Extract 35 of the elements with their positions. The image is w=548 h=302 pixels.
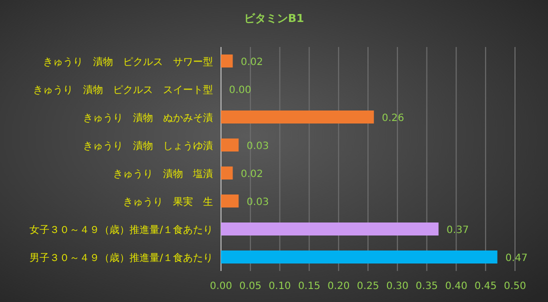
data-label: 0.26 (382, 113, 404, 124)
x-tick-label: 0.15 (298, 281, 320, 292)
y-tick-label: 女子３０～４９（歳）推進量/１食あたり (30, 224, 213, 236)
x-tick-label: 0.35 (416, 281, 438, 292)
x-tick-label: 0.45 (474, 281, 497, 292)
x-tick-label: 0.10 (268, 281, 291, 292)
y-tick-label: きゅうり 漬物 ピクルス サワー型 (43, 56, 213, 68)
x-tick-label: 0.05 (239, 281, 262, 292)
data-label: 0.37 (446, 225, 469, 236)
data-label: 0.47 (505, 253, 528, 264)
data-label: 0.02 (240, 57, 264, 68)
y-tick-label: きゅうり 漬物 しょうゆ漬 (83, 140, 213, 152)
data-label: 0.02 (240, 169, 264, 180)
y-tick-label: きゅうり 果実 生 (123, 196, 213, 208)
x-tick-label: 0.25 (356, 281, 380, 292)
data-label: 0.03 (246, 141, 269, 152)
x-tick-label: 0.50 (504, 281, 526, 292)
y-tick-label: きゅうり 漬物 ピクルス スイート型 (33, 84, 213, 96)
bar (221, 250, 498, 264)
chart-title: ビタミンB1 (244, 12, 304, 25)
y-tick-label: きゅうり 漬物 塩漬 (113, 168, 213, 180)
x-tick-label: 0.40 (445, 281, 468, 292)
bar (221, 166, 233, 180)
y-tick-label: きゅうり 漬物 ぬかみそ漬 (83, 112, 213, 124)
x-tick-label: 0.20 (327, 281, 350, 292)
data-label: 0.03 (246, 197, 269, 208)
bar (221, 138, 239, 152)
data-label: 0.00 (229, 85, 252, 96)
bar (221, 222, 439, 236)
bar (221, 54, 233, 68)
x-tick-label: 0.30 (386, 281, 409, 292)
y-tick-label: 男子３０～４９（歳）推進量/１食あたり (30, 252, 213, 264)
x-tick-label: 0.00 (210, 281, 232, 292)
bar (221, 194, 239, 208)
bar (221, 110, 374, 124)
